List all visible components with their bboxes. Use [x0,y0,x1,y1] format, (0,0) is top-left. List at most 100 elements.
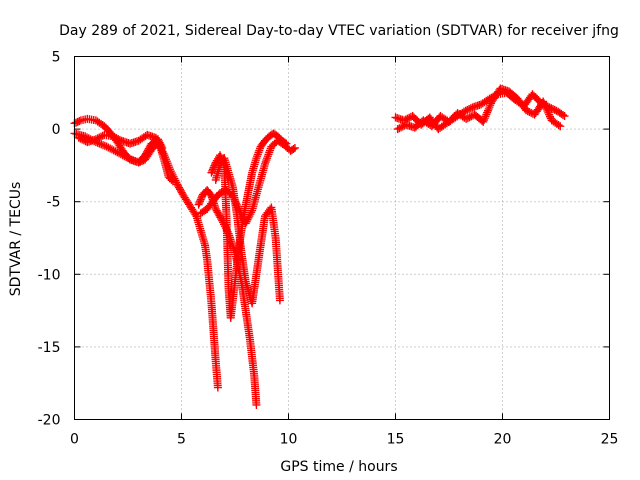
data-point [540,99,549,108]
data-point [523,107,532,116]
data-point [191,210,200,219]
y-tick-label: 0 [52,122,61,138]
data-point [102,142,111,151]
data-point [480,115,489,124]
data-point [260,159,269,168]
data-point [397,123,406,132]
plot-frame [74,56,610,420]
data-point [109,146,118,155]
data-point [463,105,472,114]
data-point [265,148,274,157]
data-point [195,198,204,207]
data-point [110,133,119,142]
data-point [167,175,176,184]
series-track-J [393,84,565,134]
data-point [213,383,222,392]
data-point [550,105,559,114]
data-point [79,136,88,145]
data-point [111,147,120,156]
data-point [211,160,220,169]
data-points [70,84,569,409]
data-point [465,113,474,122]
data-point [393,125,402,134]
data-point [253,150,262,159]
data-point [546,112,555,121]
data-point [196,197,205,206]
y-tick-label: -5 [47,195,61,211]
data-point [208,165,217,174]
data-point [216,152,225,161]
y-tick-label: -15 [38,340,61,356]
data-point [99,141,108,150]
data-point [104,143,113,152]
data-point [217,154,226,163]
data-point [208,166,217,175]
data-point [216,151,225,160]
data-point [525,107,534,116]
data-point [395,124,404,133]
x-tick-label: 15 [387,432,405,448]
data-point [115,135,124,144]
data-point [290,143,299,152]
data-point [479,117,488,126]
data-point [461,106,470,115]
data-point [168,177,177,186]
data-point [289,144,298,153]
data-point [196,195,205,204]
data-point [263,152,272,161]
data-point [483,108,492,117]
data-point [194,200,203,209]
series-track-C [74,130,177,186]
x-tick-label: 20 [494,432,512,448]
data-point [487,99,496,108]
data-point [255,144,264,153]
data-point [252,400,261,409]
y-tick-label: 5 [52,50,61,66]
data-point [255,146,264,155]
data-point [484,104,493,113]
data-point [540,101,549,110]
y-tick-label: -20 [38,413,61,429]
data-point [554,121,563,130]
data-point [544,108,553,117]
data-point [280,138,289,147]
data-point [486,101,495,110]
data-point [155,140,164,149]
data-point [262,156,271,165]
data-point [247,208,256,217]
x-axis-label: GPS time / hours [280,459,397,475]
data-point [207,168,216,177]
data-point [112,134,121,143]
data-point [463,114,472,123]
data-point [556,122,565,131]
data-point [107,145,116,154]
data-point [154,139,163,148]
data-point [539,97,548,106]
data-point [541,103,550,112]
data-point [76,134,85,143]
data-point [263,154,272,163]
y-tick-label: -10 [38,267,61,283]
data-point [482,110,491,119]
data-point [545,110,554,119]
data-point [480,114,489,123]
data-point [95,133,104,142]
data-point [264,150,273,159]
chart-title: Day 289 of 2021, Sidereal Day-to-day VTE… [59,23,619,39]
x-tick-label: 10 [280,432,298,448]
data-point [542,105,551,114]
series-track-H [207,129,291,322]
data-point [151,133,160,142]
data-point [219,159,228,168]
data-point [218,156,227,165]
data-point [483,106,492,115]
data-point [114,134,123,143]
data-point [152,135,161,144]
data-point [560,112,569,121]
data-point [282,139,291,148]
data-point [97,140,106,149]
data-point [210,161,219,170]
data-point [74,133,83,142]
data-point [275,296,284,305]
data-point [218,158,227,167]
